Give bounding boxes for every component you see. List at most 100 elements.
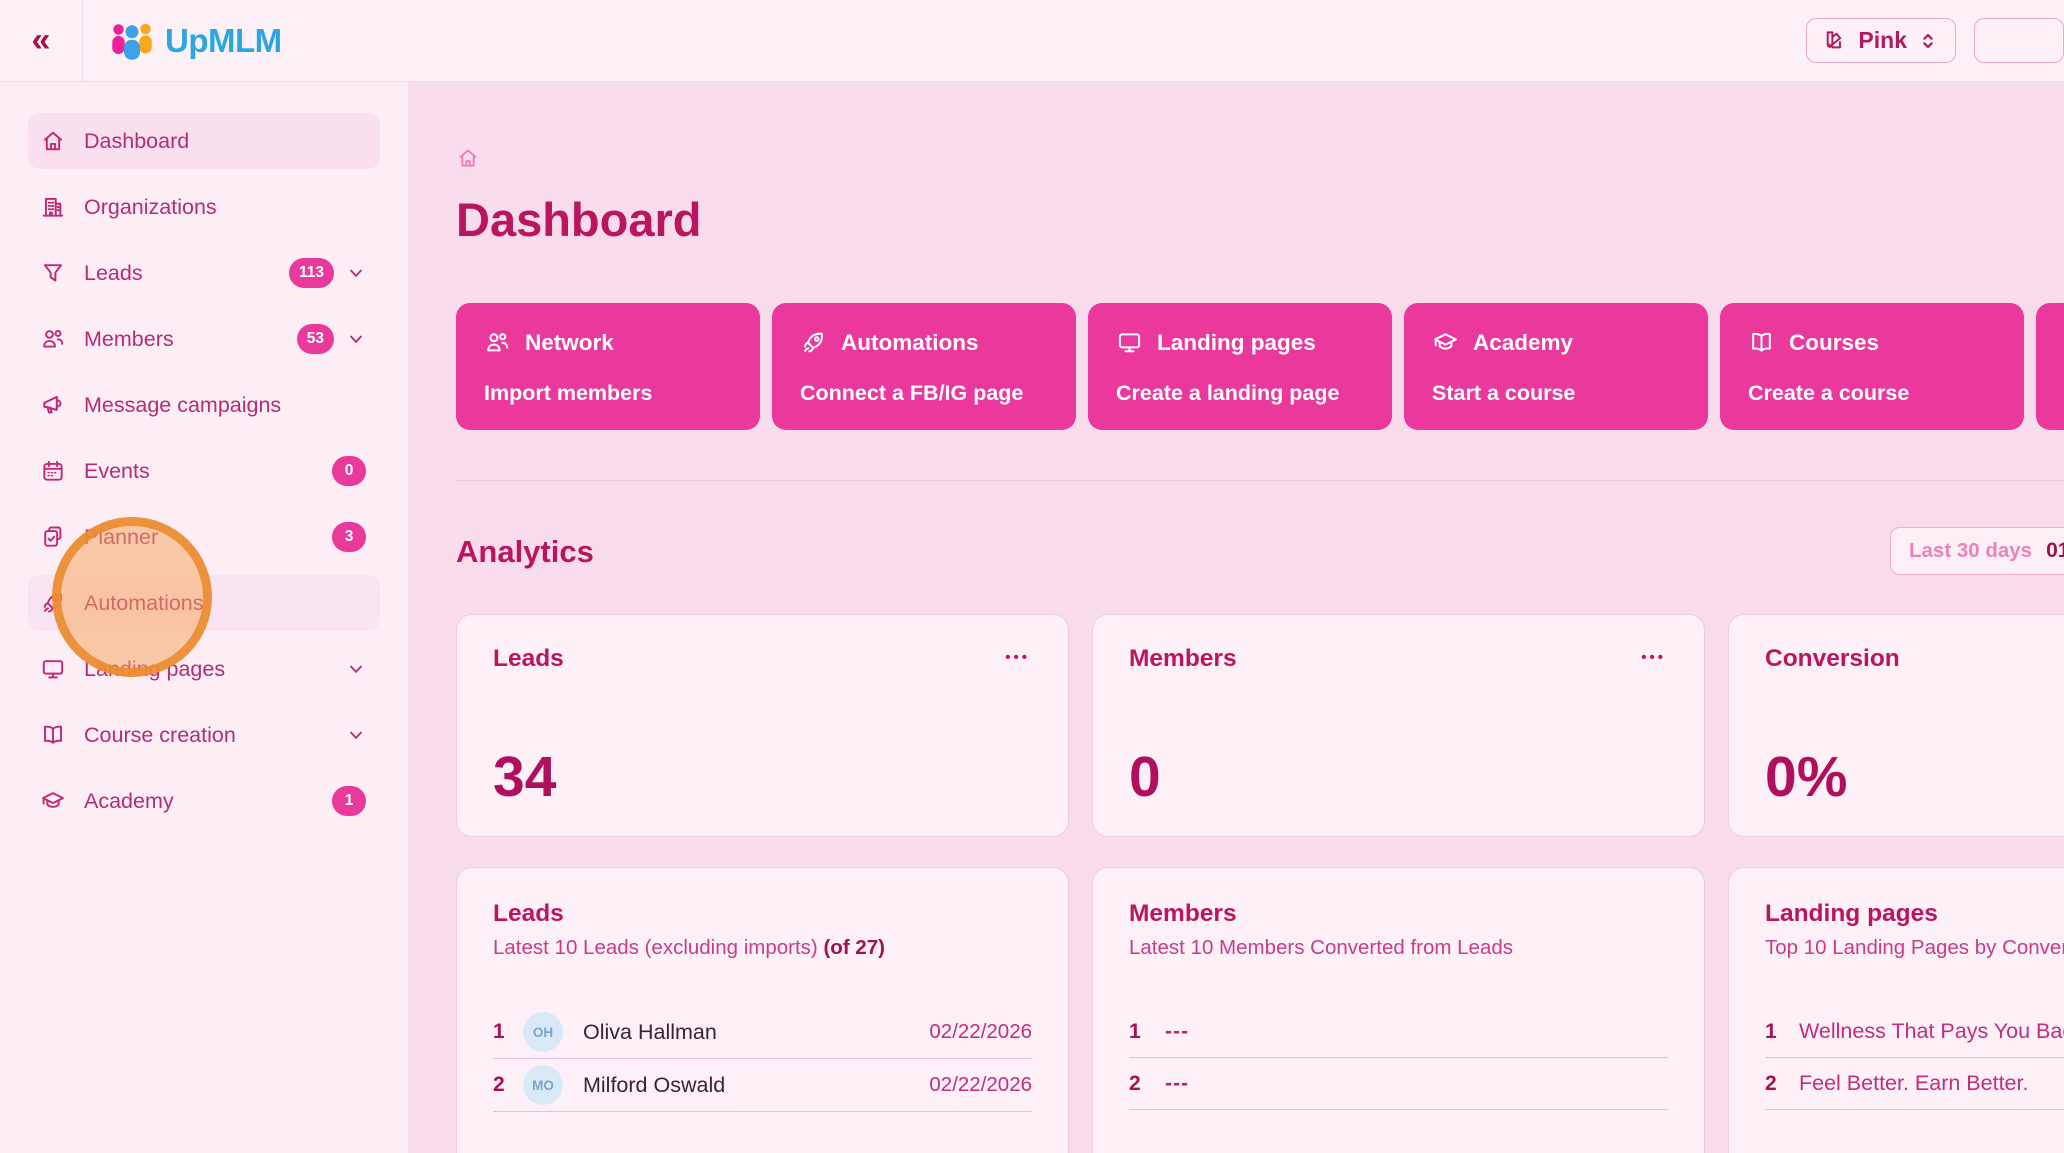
- landing-page-name: Wellness That Pays You Back: [1799, 1019, 2064, 1043]
- lists-row: Leads Latest 10 Leads (excluding imports…: [456, 867, 2064, 1153]
- lead-row[interactable]: 2 MO Milford Oswald 02/22/2026: [493, 1059, 1032, 1112]
- click-indicator: [52, 517, 212, 677]
- analytics-title: Analytics: [456, 534, 594, 569]
- graduation-cap-icon: [1432, 329, 1459, 356]
- empty-value: ---: [1165, 1071, 1189, 1095]
- list-card-leads: Leads Latest 10 Leads (excluding imports…: [456, 867, 1069, 1153]
- stat-card-leads: Leads ••• 34: [456, 614, 1069, 837]
- quick-action-title: Automations: [841, 329, 979, 355]
- monitor-icon: [40, 656, 66, 682]
- avatar: MO: [523, 1065, 563, 1105]
- quick-action-subtitle: Create a course: [1748, 381, 1910, 405]
- quick-action-subtitle: Import members: [484, 381, 653, 405]
- events-count-badge: 0: [332, 456, 366, 486]
- swatches-icon: [1823, 28, 1848, 53]
- sidebar-item-label: Academy: [84, 788, 174, 813]
- landing-page-row[interactable]: 2 Feel Better. Earn Better.: [1765, 1058, 2064, 1110]
- quick-action-subtitle: Create a landing page: [1116, 381, 1340, 405]
- leads-count-badge: 113: [288, 258, 334, 288]
- row-index: 1: [1129, 1019, 1141, 1043]
- section-divider: [456, 480, 2064, 481]
- monitor-icon: [1116, 329, 1143, 356]
- calendar-icon: [40, 458, 66, 484]
- topbar-divider: [82, 0, 83, 82]
- main-content: Dashboard Network Import members: [408, 82, 2064, 1153]
- card-menu-button[interactable]: •••: [1005, 645, 1030, 670]
- quick-action-automations[interactable]: Automations Connect a FB/IG page: [772, 303, 1076, 430]
- stat-value: 0%: [1765, 745, 1848, 809]
- landing-page-row[interactable]: 1 Wellness That Pays You Back: [1765, 1006, 2064, 1058]
- chevron-down-icon[interactable]: [346, 659, 366, 679]
- lead-name: Oliva Hallman: [583, 1019, 717, 1044]
- chevrons-left-icon: «: [31, 21, 51, 59]
- list-title: Leads: [493, 900, 564, 927]
- sidebar-item-course-creation[interactable]: Course creation: [28, 707, 380, 763]
- page-title: Dashboard: [456, 193, 702, 246]
- avatar: OH: [523, 1012, 563, 1052]
- people-icon: [484, 329, 511, 356]
- card-menu-button[interactable]: •••: [1641, 645, 1666, 670]
- sidebar-item-leads[interactable]: Leads 113: [28, 245, 380, 301]
- member-row[interactable]: 1 ---: [1129, 1006, 1668, 1058]
- breadcrumb[interactable]: [456, 146, 480, 170]
- chevron-down-icon[interactable]: [346, 725, 366, 745]
- academy-count-badge: 1: [332, 786, 366, 816]
- sidebar-item-label: Message campaigns: [84, 392, 282, 417]
- stat-card-conversion: Conversion 0%: [1728, 614, 2064, 837]
- landing-page-name: Feel Better. Earn Better.: [1799, 1071, 2029, 1095]
- stats-row: Leads ••• 34 Members ••• 0 Conversion 0%: [456, 614, 2064, 837]
- theme-label: Pink: [1858, 27, 1907, 53]
- member-row[interactable]: 2 ---: [1129, 1058, 1668, 1110]
- quick-action-title: Courses: [1789, 329, 1880, 355]
- topbar: « UpMLM Pink: [0, 0, 2064, 82]
- people-logo-icon: [109, 21, 155, 61]
- stat-value: 0: [1129, 745, 1161, 809]
- quick-action-landing-pages[interactable]: Landing pages Create a landing page: [1088, 303, 1392, 430]
- planner-count-badge: 3: [332, 522, 366, 552]
- sidebar-item-events[interactable]: Events 0: [28, 443, 380, 499]
- sidebar-item-label: Members: [84, 326, 174, 351]
- quick-action-title: Network: [525, 329, 614, 355]
- list-card-members: Members Latest 10 Members Converted from…: [1092, 867, 1705, 1153]
- stat-title: Members: [1129, 645, 1237, 672]
- quick-actions-row: Network Import members Automations Conne…: [456, 303, 2064, 430]
- chevron-down-icon[interactable]: [346, 329, 366, 349]
- stat-title: Conversion: [1765, 645, 1900, 672]
- list-card-landing-pages: Landing pages Top 10 Landing Pages by Co…: [1728, 867, 2064, 1153]
- lead-name: Milford Oswald: [583, 1072, 726, 1097]
- graduation-cap-icon: [40, 788, 66, 814]
- sidebar-collapse-button[interactable]: «: [0, 0, 82, 82]
- list-title: Members: [1129, 900, 1237, 927]
- sidebar-item-label: Dashboard: [84, 128, 190, 153]
- stat-value: 34: [493, 745, 557, 809]
- row-index: 2: [1129, 1071, 1141, 1095]
- chevron-down-icon[interactable]: [346, 263, 366, 283]
- sidebar-item-message-campaigns[interactable]: Message campaigns: [28, 377, 380, 433]
- sidebar-item-label: Organizations: [84, 194, 217, 219]
- topbar-edge-button[interactable]: [1974, 18, 2064, 63]
- quick-action-network[interactable]: Network Import members: [456, 303, 760, 430]
- quick-action-subtitle: Connect a FB/IG page: [800, 381, 1024, 405]
- sidebar-item-dashboard[interactable]: Dashboard: [28, 113, 380, 169]
- sidebar-item-label: Events: [84, 458, 150, 483]
- sidebar-item-academy[interactable]: Academy 1: [28, 773, 380, 829]
- brand-name: UpMLM: [165, 21, 282, 59]
- building-icon: [40, 194, 66, 220]
- row-index: 1: [1765, 1019, 1777, 1043]
- quick-action-courses[interactable]: Courses Create a course: [1720, 303, 2024, 430]
- row-index: 2: [1765, 1071, 1777, 1095]
- quick-action-partial[interactable]: [2036, 303, 2064, 430]
- rocket-icon: [800, 329, 827, 356]
- open-book-icon: [40, 722, 66, 748]
- sidebar-item-members[interactable]: Members 53: [28, 311, 380, 367]
- sidebar-item-organizations[interactable]: Organizations: [28, 179, 380, 235]
- brand-logo[interactable]: UpMLM: [109, 21, 282, 61]
- theme-selector[interactable]: Pink: [1806, 18, 1956, 63]
- list-subtitle-total: (of 27): [823, 936, 885, 959]
- row-index: 1: [493, 1020, 505, 1043]
- period-selector[interactable]: Last 30 days 01/2: [1890, 527, 2064, 575]
- quick-action-academy[interactable]: Academy Start a course: [1404, 303, 1708, 430]
- lead-row[interactable]: 1 OH Oliva Hallman 02/22/2026: [493, 1006, 1032, 1059]
- open-book-icon: [1748, 329, 1775, 356]
- list-title: Landing pages: [1765, 900, 1938, 927]
